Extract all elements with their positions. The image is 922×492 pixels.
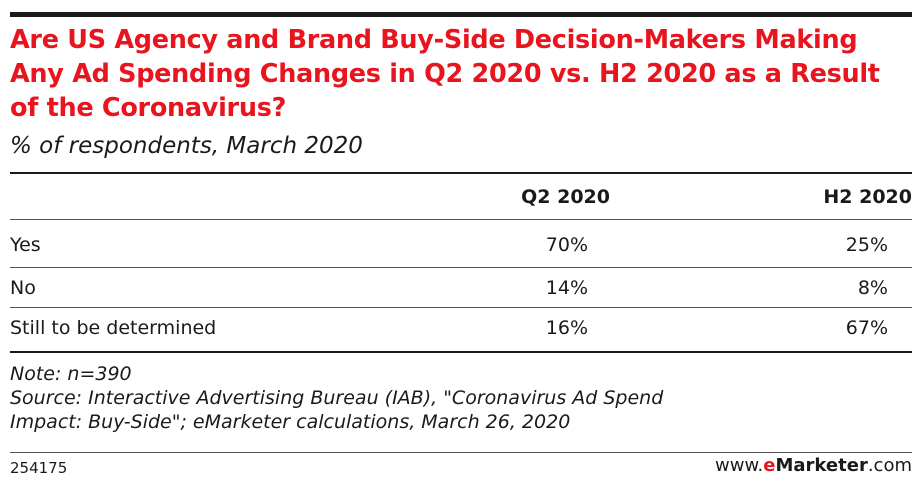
brand-logo: www.eMarketer.com <box>715 455 912 477</box>
note-source-line-2: Impact: Buy-Side"; eMarketer calculation… <box>10 411 571 433</box>
header-divider <box>10 219 912 220</box>
cell-yes-q2: 70% <box>545 234 588 256</box>
column-header-h2-2020: H2 2020 <box>823 186 912 208</box>
row-label-yes: Yes <box>10 234 41 256</box>
cell-no-h2: 8% <box>857 277 888 299</box>
note-sample-size: Note: n=390 <box>10 363 132 385</box>
cell-tbd-q2: 16% <box>545 317 588 339</box>
cell-tbd-h2: 67% <box>845 317 888 339</box>
brand-e: e <box>763 455 776 476</box>
chart-id: 254175 <box>10 459 68 477</box>
column-header-q2-2020: Q2 2020 <box>521 186 610 208</box>
cell-yes-h2: 25% <box>845 234 888 256</box>
note-source-line-1: Source: Interactive Advertising Bureau (… <box>10 387 664 409</box>
row-label-no: No <box>10 277 36 299</box>
brand-name: Marketer <box>775 455 868 476</box>
footer-rule <box>10 452 912 453</box>
table-top-rule <box>10 172 912 174</box>
row-label-still-to-be-determined: Still to be determined <box>10 317 217 339</box>
brand-prefix: www. <box>715 455 764 476</box>
top-rule <box>10 12 912 17</box>
row-divider <box>10 267 912 268</box>
table-bottom-rule <box>10 351 912 353</box>
chart-subtitle: % of respondents, March 2020 <box>10 133 363 159</box>
brand-suffix: .com <box>867 455 912 476</box>
cell-no-q2: 14% <box>545 277 588 299</box>
row-divider <box>10 307 912 308</box>
source-note: Note: n=390 Source: Interactive Advertis… <box>10 362 910 434</box>
chart-title: Are US Agency and Brand Buy-Side Decisio… <box>10 25 880 123</box>
